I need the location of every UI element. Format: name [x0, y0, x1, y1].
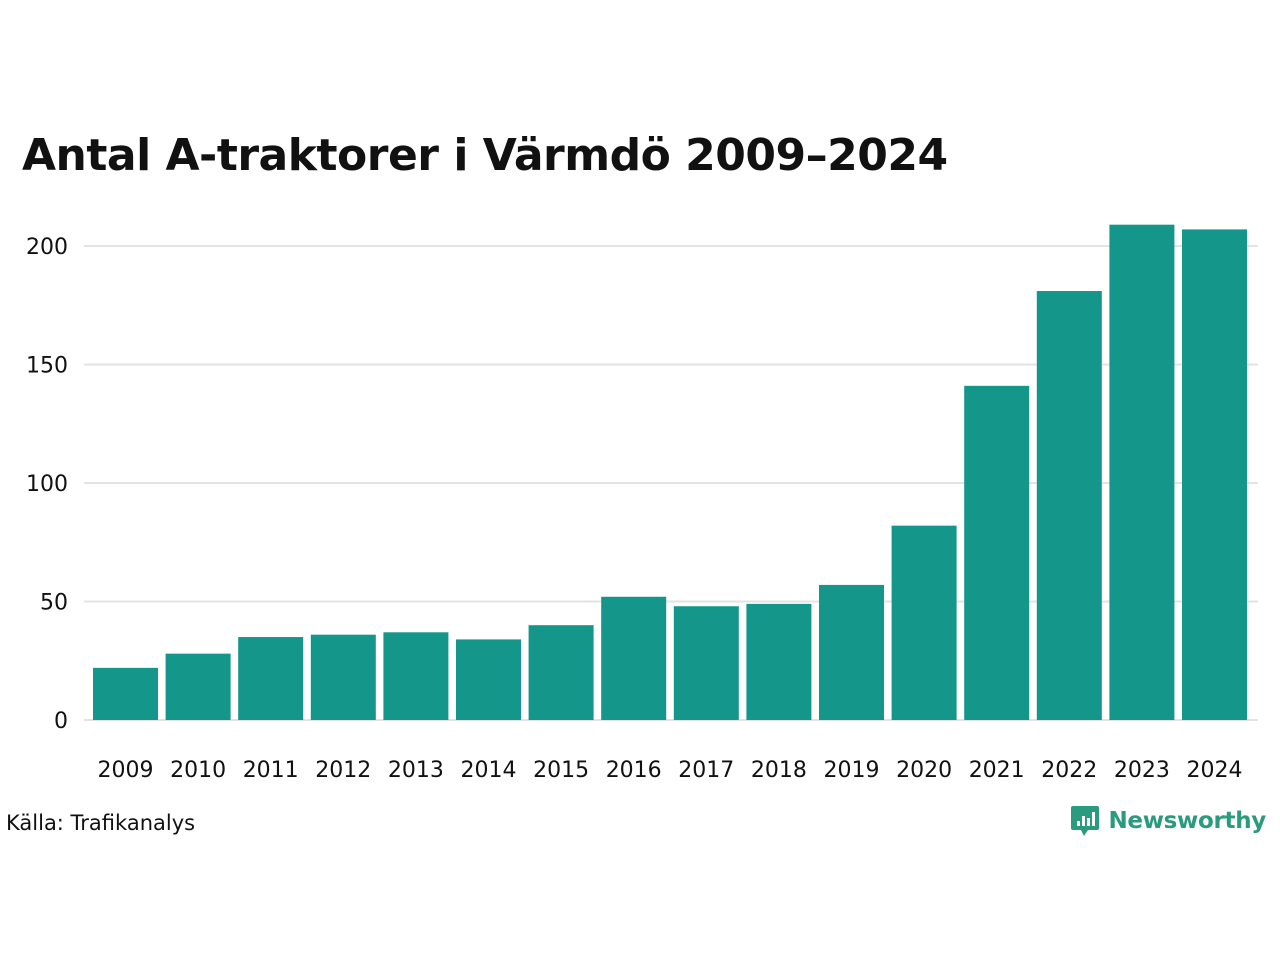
bar-2019: [819, 584, 884, 720]
bar-2016: [601, 596, 667, 720]
x-axis-ticks: 2009 2010 2011 2012 2013 2014 2015 2016 2017 2018…: [98, 758, 1243, 783]
x-tick-label: 2015: [533, 758, 589, 783]
x-tick-label: 2020: [896, 758, 952, 783]
x-tick-label: 2021: [969, 758, 1025, 783]
x-tick-label: 2009: [98, 758, 154, 783]
y-tick-label: 200: [26, 235, 68, 260]
x-tick-label: 2024: [1187, 758, 1243, 783]
y-tick-label: 150: [26, 354, 68, 379]
newsworthy-logo: Newsworthy: [1070, 804, 1266, 838]
bar-2022: [1036, 291, 1102, 720]
chart-title: Antal A-traktorer i Värmdö 2009–2024: [22, 130, 948, 181]
x-tick-label: 2012: [315, 758, 371, 783]
bar-chart: 0 50 100 150 200 2009 2010 2011 2012 2013 2014 201…: [26, 224, 1258, 783]
bar-2017: [673, 606, 739, 720]
y-axis-ticks: 0 50 100 150 200: [26, 235, 68, 734]
x-tick-label: 2019: [824, 758, 880, 783]
bar-2011: [238, 637, 304, 720]
bar-2015: [528, 625, 594, 720]
bar-2024: [1182, 229, 1247, 720]
brand-name: Newsworthy: [1108, 808, 1266, 834]
bar-2020: [891, 525, 957, 720]
x-tick-label: 2014: [461, 758, 517, 783]
x-tick-label: 2022: [1041, 758, 1097, 783]
x-tick-label: 2010: [170, 758, 226, 783]
y-tick-label: 0: [54, 709, 68, 734]
x-tick-label: 2011: [243, 758, 299, 783]
x-tick-label: 2013: [388, 758, 444, 783]
bar-2021: [964, 385, 1030, 720]
bar-2013: [383, 632, 449, 720]
bar-2009: [93, 667, 158, 720]
bar-2010: [165, 653, 231, 720]
source-note: Källa: Trafikanalys: [6, 811, 196, 835]
bar-chart-speech-bubble-icon: [1071, 806, 1100, 836]
bar-2018: [746, 603, 812, 720]
x-tick-label: 2023: [1114, 758, 1170, 783]
x-tick-label: 2018: [751, 758, 807, 783]
y-tick-label: 50: [40, 591, 68, 616]
bar-2012: [310, 634, 376, 720]
x-tick-label: 2017: [678, 758, 734, 783]
bar-2014: [456, 639, 521, 720]
bars: [93, 224, 1247, 721]
bar-2023: [1109, 224, 1175, 721]
y-tick-label: 100: [26, 472, 68, 497]
x-tick-label: 2016: [606, 758, 662, 783]
